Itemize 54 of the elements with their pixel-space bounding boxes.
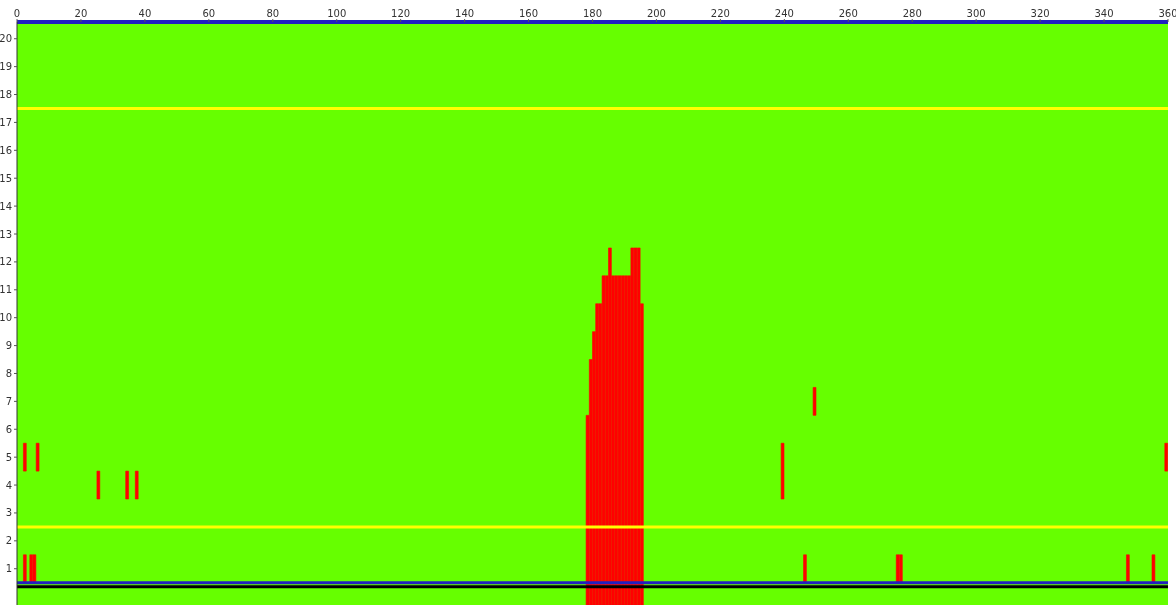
x-tick-label: 340: [1094, 8, 1114, 19]
y-tick-label: 9: [5, 340, 12, 352]
x-tick-label: 240: [774, 8, 794, 19]
y-tick-label: 1: [5, 563, 12, 575]
x-tick-label: 120: [391, 8, 411, 19]
y-tick-label: 13: [0, 228, 12, 240]
bar: [1151, 554, 1156, 583]
x-tick-label: 320: [1030, 8, 1050, 19]
y-tick-label: 2: [5, 535, 12, 547]
bar: [812, 387, 817, 416]
y-tick-label: 19: [0, 61, 12, 73]
x-tick-label: 80: [266, 8, 280, 19]
y-tick-label: 17: [0, 116, 12, 128]
bar: [125, 470, 129, 500]
y-tick-label: 15: [0, 172, 12, 184]
bar: [1164, 442, 1168, 472]
x-tick-label: 300: [966, 8, 986, 19]
bar: [780, 442, 785, 500]
bar: [1126, 554, 1130, 583]
y-tick-label: 20: [0, 33, 12, 45]
x-tick-label: 20: [74, 8, 88, 19]
y-tick-label: 7: [5, 395, 12, 407]
bar: [96, 470, 101, 500]
bar: [135, 470, 139, 500]
x-tick-label: 360: [1158, 8, 1176, 19]
y-tick-label: 6: [5, 423, 12, 435]
y-tick-label: 14: [0, 200, 12, 212]
y-tick-label: 16: [0, 144, 12, 156]
x-tick-label: 280: [902, 8, 922, 19]
x-tick-label: 260: [838, 8, 858, 19]
bar: [23, 442, 27, 472]
x-tick-label: 0: [13, 8, 21, 19]
bar: [601, 275, 606, 605]
y-tick-label: 12: [0, 256, 12, 268]
x-tick-label: 60: [202, 8, 216, 19]
x-tick-label: 140: [455, 8, 475, 19]
y-tick-label: 18: [0, 89, 12, 101]
x-tick-label: 200: [646, 8, 666, 19]
y-tick-label: 8: [5, 368, 12, 380]
y-tick-label: 10: [0, 312, 12, 324]
bar: [32, 554, 37, 583]
bar: [803, 554, 807, 583]
x-tick-label: 160: [519, 8, 539, 19]
bar: [35, 442, 40, 472]
x-tick-label: 180: [582, 8, 603, 19]
y-tick-label: 5: [5, 451, 12, 463]
y-tick-label: 11: [0, 284, 12, 296]
bar: [23, 554, 27, 583]
y-tick-label: 3: [5, 507, 12, 519]
x-tick-label: 100: [327, 8, 347, 19]
bar: [899, 554, 903, 583]
x-tick-label: 40: [138, 8, 152, 19]
x-tick-label: 220: [710, 8, 730, 19]
y-tick-label: 4: [5, 479, 12, 491]
